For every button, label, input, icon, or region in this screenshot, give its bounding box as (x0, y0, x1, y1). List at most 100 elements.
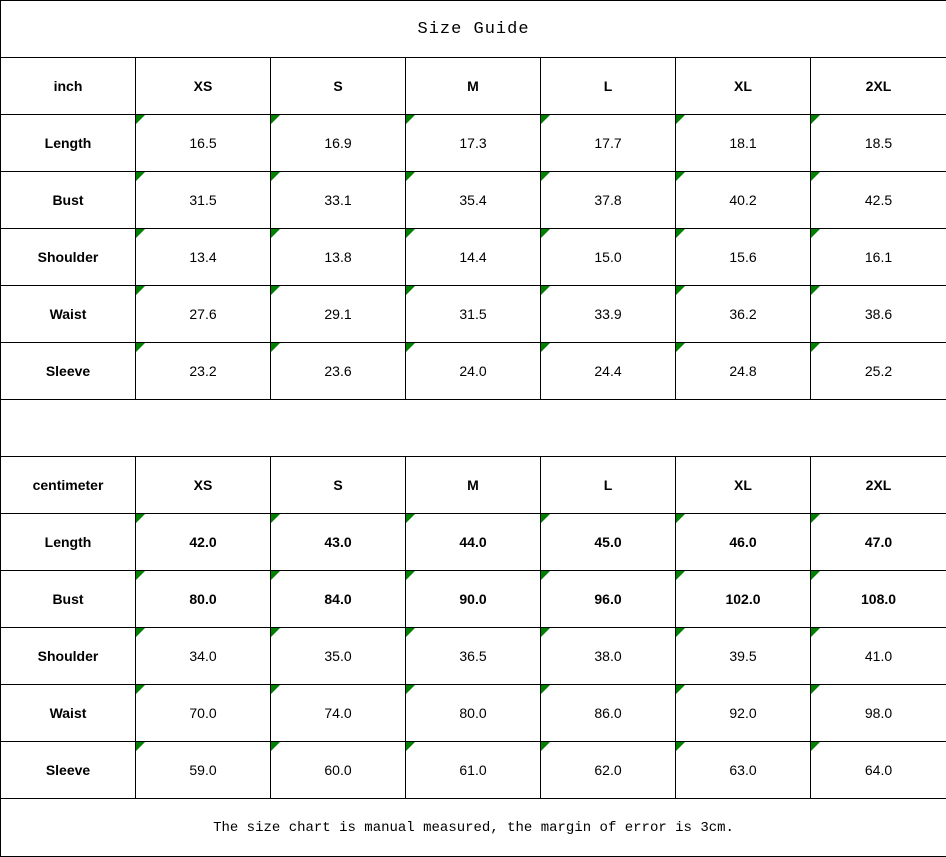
measurement-value: 31.5 (459, 306, 486, 322)
table-spacer-row (1, 400, 946, 457)
cell-corner-marker-icon (406, 343, 415, 352)
measurement-cell: 61.0 (406, 742, 541, 799)
measurement-value: 18.5 (865, 135, 892, 151)
cell-corner-marker-icon (136, 343, 145, 352)
measurement-cell: 24.4 (541, 343, 676, 400)
measurement-cell: 86.0 (541, 685, 676, 742)
size-header-xl: XL (676, 58, 811, 115)
measurement-value: 40.2 (729, 192, 756, 208)
measurement-cell: 14.4 (406, 229, 541, 286)
cell-corner-marker-icon (136, 172, 145, 181)
cell-corner-marker-icon (136, 628, 145, 637)
measurement-cell: 33.1 (271, 172, 406, 229)
row-label: Bust (1, 571, 136, 628)
measurement-cell: 64.0 (811, 742, 946, 799)
measurement-cell: 17.7 (541, 115, 676, 172)
cell-corner-marker-icon (676, 742, 685, 751)
row-label: Shoulder (1, 628, 136, 685)
cell-corner-marker-icon (811, 172, 820, 181)
cell-corner-marker-icon (406, 514, 415, 523)
measurement-value: 13.8 (324, 249, 351, 265)
measurement-cell: 18.5 (811, 115, 946, 172)
cell-corner-marker-icon (676, 229, 685, 238)
size-header-2xl: 2XL (811, 457, 946, 514)
measurement-value: 74.0 (324, 705, 351, 721)
measurement-cell: 45.0 (541, 514, 676, 571)
measurement-value: 90.0 (459, 591, 486, 607)
measurement-value: 80.0 (189, 591, 216, 607)
measurement-value: 96.0 (594, 591, 621, 607)
measurement-cell: 16.5 (136, 115, 271, 172)
cell-corner-marker-icon (541, 229, 550, 238)
measurement-value: 86.0 (594, 705, 621, 721)
measurement-cell: 108.0 (811, 571, 946, 628)
measurement-value: 17.7 (594, 135, 621, 151)
size-header-l: L (541, 457, 676, 514)
measurement-value: 15.6 (729, 249, 756, 265)
measurement-value: 38.0 (594, 648, 621, 664)
measurement-value: 42.5 (865, 192, 892, 208)
measurement-cell: 17.3 (406, 115, 541, 172)
measurement-cell: 23.2 (136, 343, 271, 400)
measurement-cell: 42.5 (811, 172, 946, 229)
measurement-value: 18.1 (729, 135, 756, 151)
cell-corner-marker-icon (406, 742, 415, 751)
cell-corner-marker-icon (136, 115, 145, 124)
measurement-cell: 35.0 (271, 628, 406, 685)
cell-corner-marker-icon (271, 172, 280, 181)
measurement-value: 23.6 (324, 363, 351, 379)
measurement-cell: 37.8 (541, 172, 676, 229)
cell-corner-marker-icon (136, 685, 145, 694)
measurement-cell: 25.2 (811, 343, 946, 400)
measurement-cell: 38.6 (811, 286, 946, 343)
cell-corner-marker-icon (811, 685, 820, 694)
measurement-cell: 38.0 (541, 628, 676, 685)
cell-corner-marker-icon (541, 571, 550, 580)
measurement-value: 42.0 (189, 534, 216, 550)
measurement-cell: 63.0 (676, 742, 811, 799)
measurement-cell: 29.1 (271, 286, 406, 343)
measurement-value: 14.4 (459, 249, 486, 265)
measurement-cell: 59.0 (136, 742, 271, 799)
measurement-cell: 39.5 (676, 628, 811, 685)
row-label: Sleeve (1, 343, 136, 400)
measurement-value: 16.5 (189, 135, 216, 151)
measurement-cell: 36.5 (406, 628, 541, 685)
measurement-cell: 44.0 (406, 514, 541, 571)
size-header-xs: XS (136, 457, 271, 514)
measurement-value: 13.4 (189, 249, 216, 265)
measurement-value: 24.0 (459, 363, 486, 379)
measurement-value: 16.9 (324, 135, 351, 151)
measurement-value: 36.2 (729, 306, 756, 322)
measurement-value: 24.8 (729, 363, 756, 379)
cell-corner-marker-icon (811, 286, 820, 295)
cell-corner-marker-icon (676, 685, 685, 694)
measurement-cell: 42.0 (136, 514, 271, 571)
measurement-cell: 31.5 (406, 286, 541, 343)
measurement-value: 39.5 (729, 648, 756, 664)
measurement-cell: 47.0 (811, 514, 946, 571)
measurement-cell: 15.0 (541, 229, 676, 286)
measurement-value: 70.0 (189, 705, 216, 721)
measurement-value: 36.5 (459, 648, 486, 664)
measurement-cell: 18.1 (676, 115, 811, 172)
row-label: Bust (1, 172, 136, 229)
cell-corner-marker-icon (406, 115, 415, 124)
cell-corner-marker-icon (406, 628, 415, 637)
measurement-cell: 34.0 (136, 628, 271, 685)
cell-corner-marker-icon (406, 229, 415, 238)
measurement-value: 45.0 (594, 534, 621, 550)
unit-header-inch: inch (1, 58, 136, 115)
measurement-cell: 35.4 (406, 172, 541, 229)
measurement-value: 38.6 (865, 306, 892, 322)
measurement-value: 16.1 (865, 249, 892, 265)
measurement-value: 29.1 (324, 306, 351, 322)
